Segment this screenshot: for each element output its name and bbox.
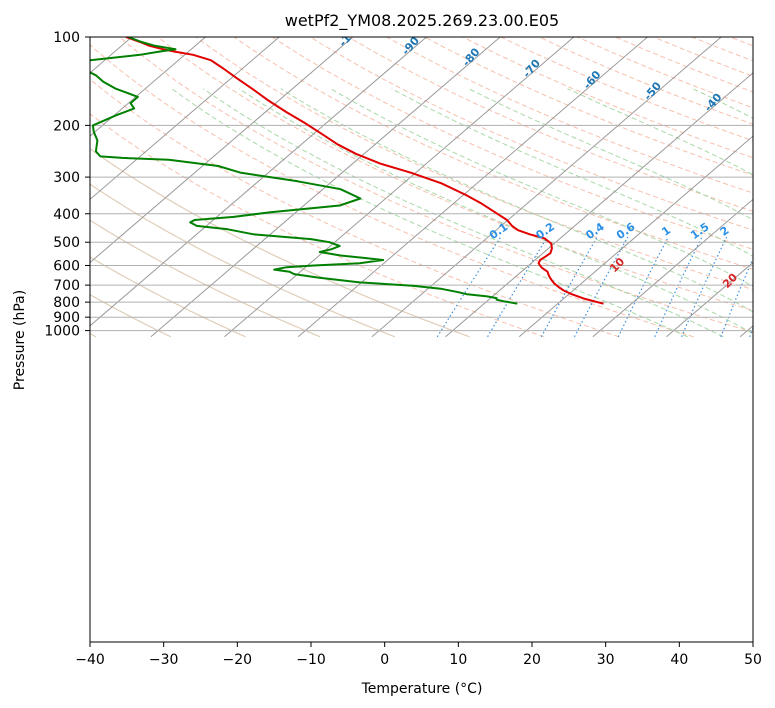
outer-curve-line (90, 294, 172, 338)
x-axis-ticks: −40 −30 −20 −10 0 10 20 30 40 50 (75, 642, 762, 668)
moist-adiabat-line (468, 88, 753, 221)
isotherm-label: -80 (460, 45, 483, 69)
dry-adiabat-line (348, 37, 753, 212)
mixing-ratio-line (487, 236, 548, 338)
y-tick-label: 700 (53, 278, 80, 294)
x-tick-label: −20 (223, 652, 253, 668)
isotherm-line (0, 37, 58, 337)
isotherm-line (90, 37, 354, 264)
x-tick-label: 0 (380, 652, 389, 668)
isotherm-label: -90 (399, 34, 422, 58)
dry-adiabat-line (157, 37, 753, 312)
mixing-ratio-line (573, 236, 629, 338)
dry-adiabat-line (195, 37, 753, 291)
dry-adiabat-line (310, 37, 753, 231)
mixing-ratio-label: 1 (659, 224, 673, 239)
mixing-ratio-label: 1.5 (688, 220, 711, 242)
dry-adiabat-line (90, 44, 694, 338)
background-lines (0, 37, 775, 338)
mixing-ratio-line (720, 257, 753, 338)
x-tick-label: 10 (449, 652, 467, 668)
dry-adiabat-line (462, 37, 753, 159)
x-tick-label: −10 (296, 652, 326, 668)
dry-adiabat-line (119, 37, 753, 333)
x-tick-label: 40 (670, 652, 688, 668)
y-tick-label: 300 (53, 170, 80, 186)
y-axis-label: Pressure (hPa) (12, 290, 28, 390)
x-tick-label: 20 (523, 652, 541, 668)
outer-curve-line (90, 183, 396, 338)
isotherm-line (666, 261, 753, 338)
y-tick-label: 400 (53, 207, 80, 223)
outer-curve-line (90, 256, 246, 338)
dry-adiabat-line (271, 37, 753, 250)
mixing-ratio-label: 3 (754, 224, 768, 239)
moist-adiabat-line (203, 88, 724, 338)
dry-adiabat-line (615, 37, 753, 93)
dry-adiabat-line (768, 37, 775, 337)
y-tick-label: 900 (53, 310, 80, 326)
isotherm-line (297, 37, 648, 338)
mixing-ratio-line (617, 236, 669, 338)
dry-adiabat-line (90, 113, 545, 338)
mixing-ratio-label: 0.1 (487, 220, 510, 242)
mixing-ratio-label: 2 (718, 224, 732, 239)
dry-adiabat-line (233, 37, 753, 270)
profile-series (90, 37, 604, 305)
isotherm-line (592, 198, 753, 338)
x-tick-label: 30 (597, 652, 615, 668)
x-tick-label: −40 (75, 652, 105, 668)
outer-curve-line (90, 148, 470, 338)
isotherm-line (90, 37, 206, 137)
y-tick-label: 1000 (44, 324, 80, 340)
isotherm-label: -70 (520, 57, 543, 81)
y-tick-label: 100 (53, 30, 80, 46)
y-tick-label: 200 (53, 118, 80, 134)
mixing-ratio-line (540, 236, 598, 338)
dewpoint-profile-line (90, 37, 518, 305)
isotherm-line (518, 135, 753, 338)
y-tick-label: 800 (53, 295, 80, 311)
x-tick-label: −30 (149, 652, 179, 668)
isotherm-line (90, 37, 280, 201)
dry-adiabat-line (90, 78, 620, 338)
mixing-ratio-label: 0.4 (583, 220, 607, 242)
isotherm-label: -30 (762, 102, 775, 126)
isotherm-line (224, 37, 575, 338)
y-tick-label: 500 (53, 235, 80, 251)
x-axis-label: Temperature (°C) (361, 681, 483, 697)
dry-adiabat-line (577, 37, 753, 109)
y-tick-label: 600 (53, 258, 80, 274)
plot-frame (89, 36, 754, 643)
x-tick-label: 50 (744, 652, 762, 668)
temperature-profile-line (125, 37, 604, 305)
chart-title: wetPf2_YM08.2025.269.23.00.E05 (285, 11, 559, 31)
dry-adiabat-line (424, 37, 753, 176)
outer-curve-line (90, 219, 321, 338)
mixing-ratio-line (654, 236, 703, 338)
mixing-ratio-line (681, 236, 728, 338)
isotherm-line (90, 37, 427, 327)
line-labels: 0.10.20.40.611.52346810131620253036-100-… (336, 34, 775, 291)
moist-adiabat-line (692, 88, 753, 119)
isotherm-line (739, 325, 753, 338)
isotherm-line (445, 72, 753, 338)
isotherm-label: -60 (581, 68, 604, 92)
mixing-ratio-line (436, 236, 502, 338)
mixing-ratio-label: 0.2 (534, 220, 557, 242)
